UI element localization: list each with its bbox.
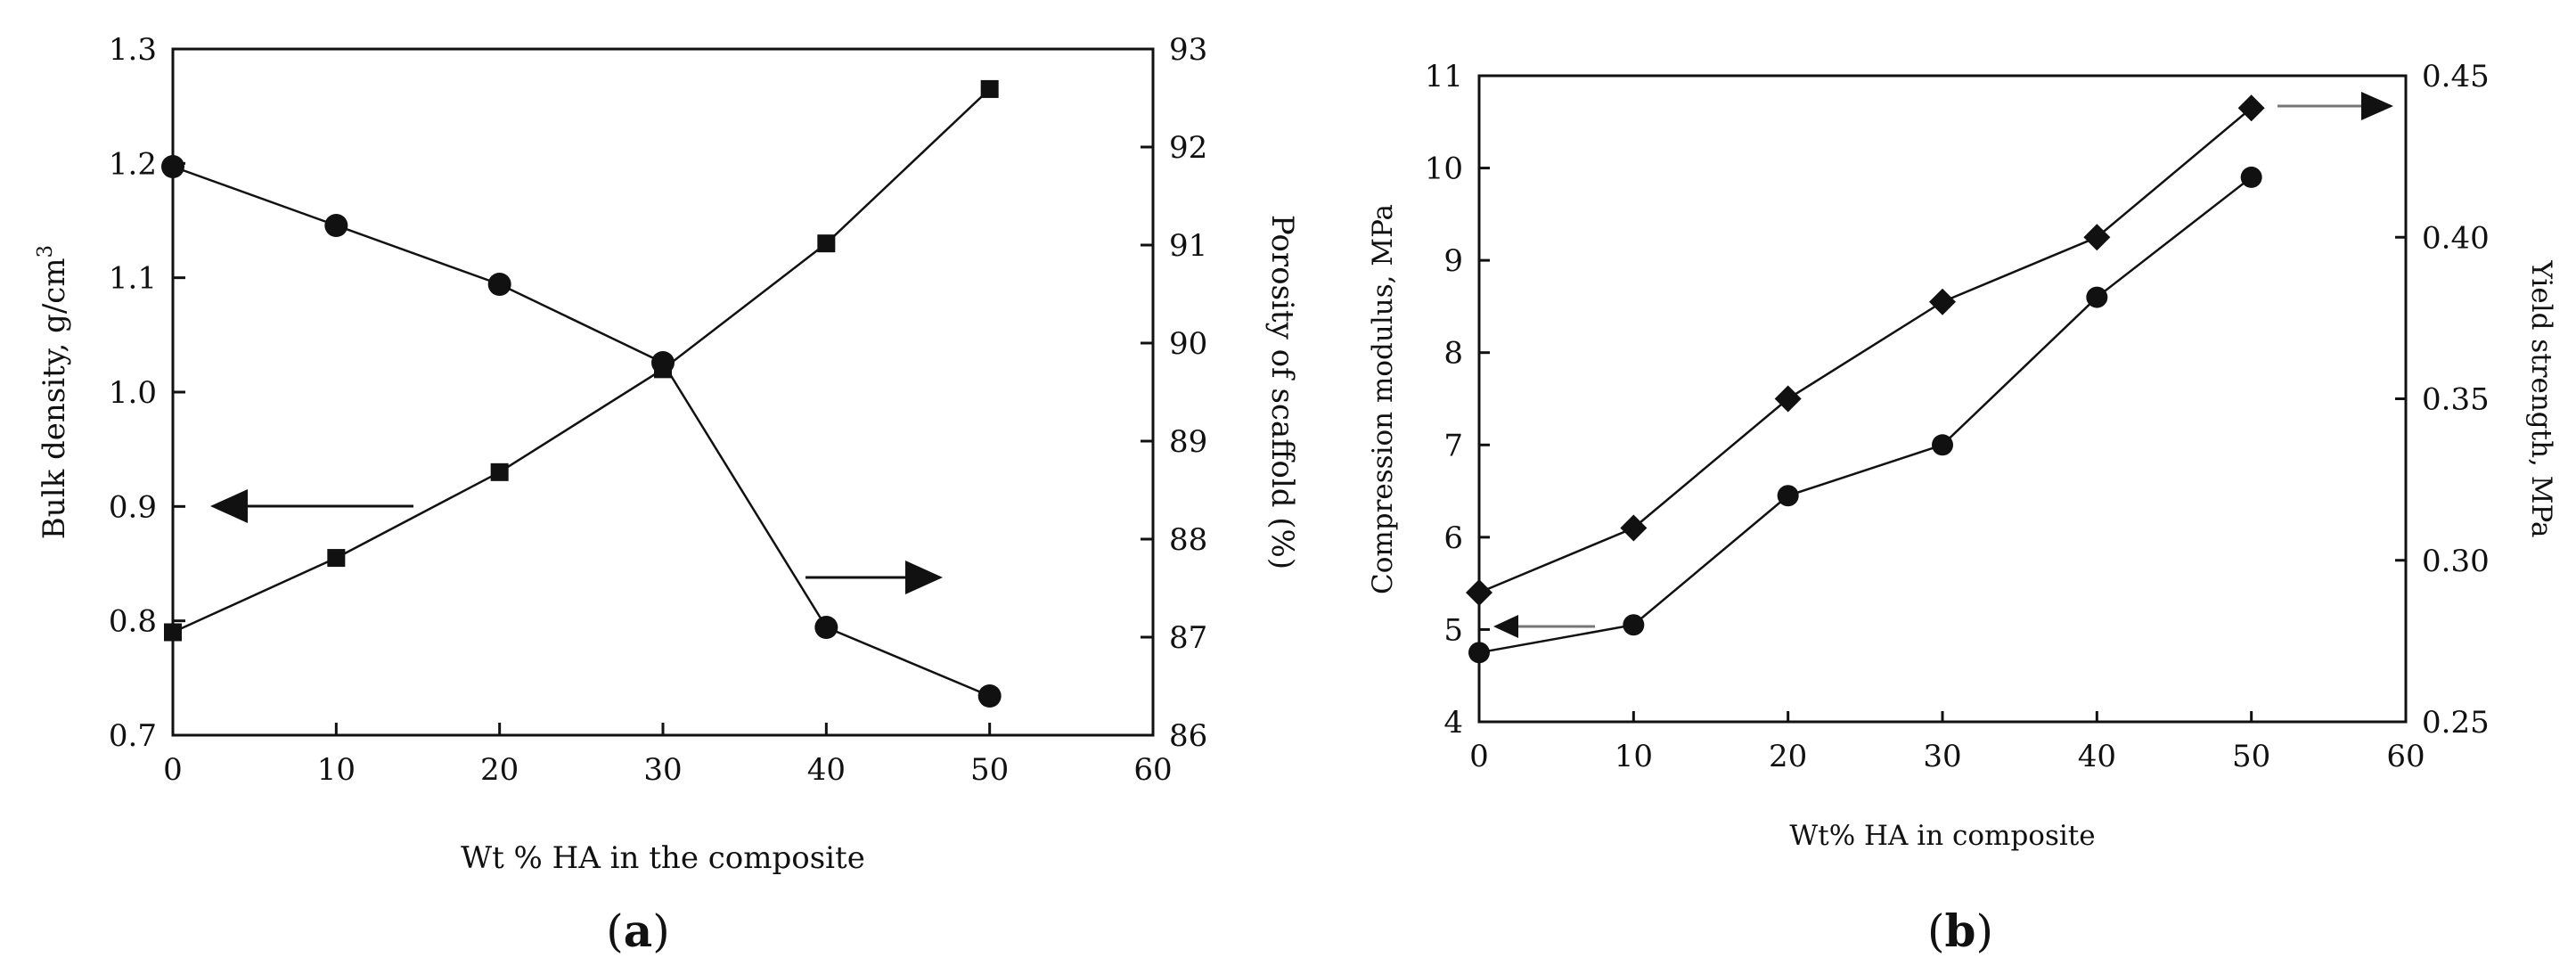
ylabel-b: Compression modulus, MPa (1367, 204, 1399, 594)
x-tick-label: 0 (163, 752, 183, 788)
x-tick-label: 50 (2232, 739, 2270, 774)
tick-labels-a: 0 10 20 30 40 50 60 0.7 0.8 0.9 1.0 1.1 1.2 1.3 86 87 88… (109, 32, 1207, 788)
ylabel-a: Bulk density, g/cm3 (34, 245, 72, 539)
y2-tick-label: 0.35 (2422, 382, 2490, 418)
x-tick-label: 40 (807, 752, 846, 788)
x-tick-label: 10 (1615, 739, 1653, 774)
xlabel-a: Wt % HA in the composite (461, 840, 865, 876)
y2label-a: Porosity of scaffold (%) (1264, 215, 1300, 569)
bulk-density-point (817, 234, 836, 253)
xlabel-b: Wt% HA in composite (1789, 820, 2095, 852)
x-tick-label: 30 (1923, 739, 1961, 774)
y2-tick-label: 0.25 (2422, 705, 2490, 741)
tick-labels-b: 0 10 20 30 40 50 60 4 5 6 7 8 9 10 11 0.25 0.30 0.35 0.40 0… (1425, 59, 2490, 774)
data-marks-a (161, 79, 1002, 708)
panel-a: 0 10 20 30 40 50 60 0.7 0.8 0.9 1.0 1.1 1.2 1.3 86 87 88… (34, 32, 1300, 957)
yield-strength-point (2083, 224, 2111, 251)
bulk-density-point (164, 623, 182, 642)
axis-ticks-b (1477, 74, 2408, 724)
right-axis-arrow-b (2278, 92, 2393, 120)
y-tick-label: 1.3 (109, 32, 157, 68)
porosity-point (487, 273, 511, 296)
y-tick-label: 5 (1443, 612, 1463, 648)
y2-tick-label: 91 (1169, 228, 1207, 264)
y-tick-label: 0.7 (109, 718, 157, 754)
x-tick-label: 20 (480, 752, 519, 788)
y2-tick-label: 86 (1169, 718, 1207, 754)
y-tick-label: 1.2 (109, 146, 157, 182)
compression-modulus-point (2086, 286, 2108, 308)
porosity-point (161, 155, 184, 178)
y-tick-label: 10 (1425, 151, 1463, 187)
y2-tick-label: 0.40 (2422, 220, 2490, 256)
y2label-b: Yield strength, MPa (2525, 260, 2557, 538)
y2-tick-label: 89 (1169, 424, 1207, 460)
y2-tick-label: 0.45 (2422, 59, 2490, 94)
porosity-point (324, 214, 348, 237)
left-axis-arrow-b (1493, 615, 1595, 638)
y-tick-label: 4 (1443, 705, 1463, 741)
bulk-density-point (327, 549, 346, 568)
compression-modulus-point (1623, 614, 1645, 636)
plot-frame-a (171, 47, 1155, 737)
y2-tick-label: 88 (1169, 522, 1207, 558)
bulk-density-point (490, 462, 509, 481)
y2-tick-label: 0.30 (2422, 544, 2490, 579)
bulk-density-line (172, 88, 991, 634)
x-tick-label: 60 (1133, 752, 1172, 788)
y2-tick-label: 92 (1169, 130, 1207, 166)
x-tick-label: 40 (2078, 739, 2116, 774)
x-tick-label: 50 (970, 752, 1009, 788)
yield-strength-point (1466, 579, 1492, 606)
yield-strength-point (2237, 94, 2265, 122)
x-tick-label: 20 (1769, 739, 1807, 774)
panel-b: 0 10 20 30 40 50 60 4 5 6 7 8 9 10 11 0.25 0.30 0.35 0.40 0… (1367, 59, 2557, 957)
y2-tick-label: 93 (1169, 32, 1207, 68)
y-tick-label: 1.0 (109, 375, 157, 411)
porosity-point (814, 616, 838, 639)
compression-modulus-line (1478, 176, 2253, 654)
porosity-point (977, 684, 1002, 708)
compression-modulus-point (1777, 485, 1799, 507)
yield-strength-line (1478, 107, 2253, 594)
compression-modulus-point (2240, 166, 2262, 188)
caption-a: (a) (606, 904, 669, 957)
x-tick-label: 0 (1469, 739, 1489, 774)
x-tick-label: 60 (2386, 739, 2425, 774)
x-tick-label: 10 (317, 752, 356, 788)
yield-strength-point (1929, 288, 1956, 315)
left-axis-arrow-a (210, 489, 413, 523)
axis-ticks-a (171, 47, 1155, 737)
porosity-line (172, 165, 991, 698)
yield-strength-point (1774, 385, 1802, 413)
y-tick-label: 11 (1425, 59, 1463, 94)
y-tick-label: 0.9 (109, 489, 157, 525)
compression-modulus-point (1932, 434, 1953, 456)
porosity-point (651, 351, 675, 374)
data-marks-b (1466, 94, 2265, 664)
y2-tick-label: 87 (1169, 620, 1207, 656)
y-tick-label: 8 (1443, 336, 1463, 372)
yield-strength-point (1620, 514, 1648, 542)
compression-modulus-point (1468, 642, 1490, 664)
y-tick-label: 7 (1443, 428, 1463, 463)
y-tick-label: 0.8 (109, 604, 157, 640)
right-axis-arrow-a (806, 561, 943, 594)
y2-tick-label: 90 (1169, 326, 1207, 362)
y-tick-label: 1.1 (109, 261, 157, 297)
y-tick-label: 6 (1443, 520, 1463, 556)
caption-b: (b) (1927, 904, 1993, 957)
x-tick-label: 30 (643, 752, 682, 788)
plot-frame-b (1477, 74, 2408, 724)
y-tick-label: 9 (1443, 243, 1463, 279)
bulk-density-point (980, 79, 999, 98)
